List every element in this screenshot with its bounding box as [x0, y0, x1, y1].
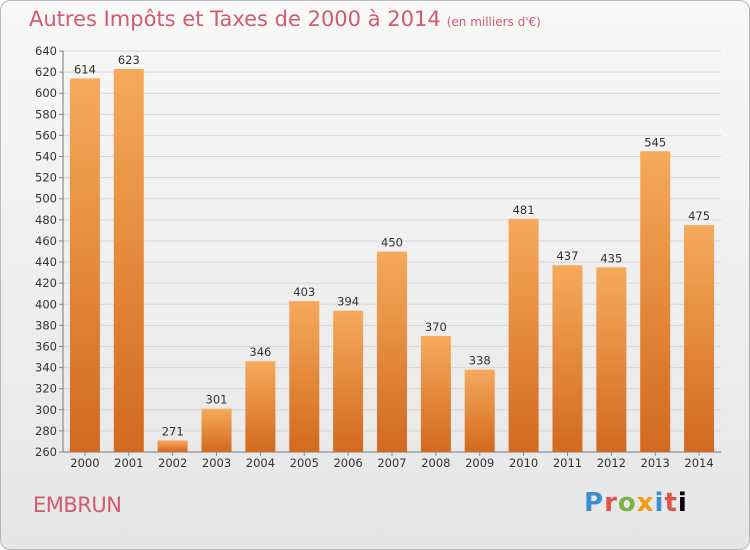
y-tick-label: 420 — [35, 276, 57, 290]
y-tick-label: 500 — [35, 192, 57, 206]
value-label-2000: 614 — [74, 62, 96, 76]
y-tick-label: 360 — [35, 339, 57, 353]
value-label-2002: 271 — [162, 424, 184, 438]
value-label-2001: 623 — [118, 53, 140, 67]
y-tick-label: 580 — [35, 107, 57, 121]
bar-2001 — [113, 68, 144, 452]
y-tick-label: 380 — [35, 318, 57, 332]
x-tick-label: 2012 — [597, 456, 626, 470]
chart-title: Autres Impôts et Taxes de 2000 à 2014 (en… — [29, 7, 541, 31]
x-tick-label: 2007 — [377, 456, 406, 470]
y-tick-label: 260 — [35, 445, 57, 459]
bar-2013 — [640, 151, 671, 452]
y-tick-label: 600 — [35, 86, 57, 100]
bars — [69, 68, 715, 453]
title-unit: (en milliers d'€) — [446, 15, 541, 29]
x-tick-label: 2008 — [421, 456, 450, 470]
axes: 260 280 300 320 340 360 380 400 420 440 460 480 500 5… — [35, 44, 721, 470]
value-label-2014: 475 — [688, 209, 710, 223]
value-label-2008: 370 — [425, 320, 447, 334]
y-tick-label: 300 — [35, 403, 57, 417]
bar-2004 — [245, 361, 276, 452]
value-label-2013: 545 — [644, 135, 666, 149]
y-tick-label: 480 — [35, 213, 57, 227]
x-tick-label: 2010 — [509, 456, 538, 470]
y-tick-label: 460 — [35, 234, 57, 248]
bar-2000 — [69, 78, 100, 453]
y-tick-label: 640 — [35, 44, 57, 58]
y-tick-label: 320 — [35, 382, 57, 396]
bar-2011 — [552, 265, 583, 452]
y-tick-label: 560 — [35, 128, 57, 142]
x-tick-label: 2013 — [641, 456, 670, 470]
bar-2006 — [333, 310, 364, 452]
y-tick-label: 280 — [35, 424, 57, 438]
y-tick-label: 520 — [35, 171, 57, 185]
value-label-2010: 481 — [513, 203, 535, 217]
x-tick-label: 2004 — [246, 456, 275, 470]
data-labels: 614 623 271 301 346 403 394 450 370 338 481 437 435 5… — [74, 53, 710, 438]
x-tick-label: 2000 — [70, 456, 99, 470]
y-tick-label: 400 — [35, 297, 57, 311]
y-tick-label: 540 — [35, 150, 57, 164]
y-tick-label: 340 — [35, 361, 57, 375]
bar-2014 — [684, 225, 715, 452]
bar-2008 — [420, 335, 451, 452]
bar-2005 — [289, 301, 320, 452]
value-label-2011: 437 — [556, 249, 578, 263]
x-tick-label: 2006 — [333, 456, 362, 470]
x-tick-label: 2009 — [465, 456, 494, 470]
place-name: EMBRUN — [33, 493, 122, 517]
value-label-2003: 301 — [206, 393, 228, 407]
value-label-2012: 435 — [600, 251, 622, 265]
x-tick-label: 2001 — [114, 456, 143, 470]
x-tick-label: 2002 — [158, 456, 187, 470]
bar-2010 — [508, 218, 539, 452]
x-tick-label: 2011 — [553, 456, 582, 470]
bar-2002 — [157, 440, 188, 452]
bar-2012 — [596, 267, 627, 452]
value-label-2005: 403 — [293, 285, 315, 299]
y-tick-label: 440 — [35, 255, 57, 269]
value-label-2004: 346 — [249, 345, 271, 359]
x-tick-label: 2003 — [202, 456, 231, 470]
bar-2003 — [201, 408, 232, 452]
bar-2007 — [377, 251, 407, 452]
value-label-2009: 338 — [469, 354, 491, 368]
x-tick-label: 2005 — [290, 456, 319, 470]
value-label-2007: 450 — [381, 236, 403, 250]
proxiti-logo: Proxiti — [584, 488, 688, 518]
y-tick-label: 620 — [35, 65, 57, 79]
x-tick-label: 2014 — [684, 456, 713, 470]
title-text: Autres Impôts et Taxes de 2000 à 2014 — [29, 7, 441, 31]
bar-2009 — [464, 369, 495, 452]
value-label-2006: 394 — [337, 295, 359, 309]
